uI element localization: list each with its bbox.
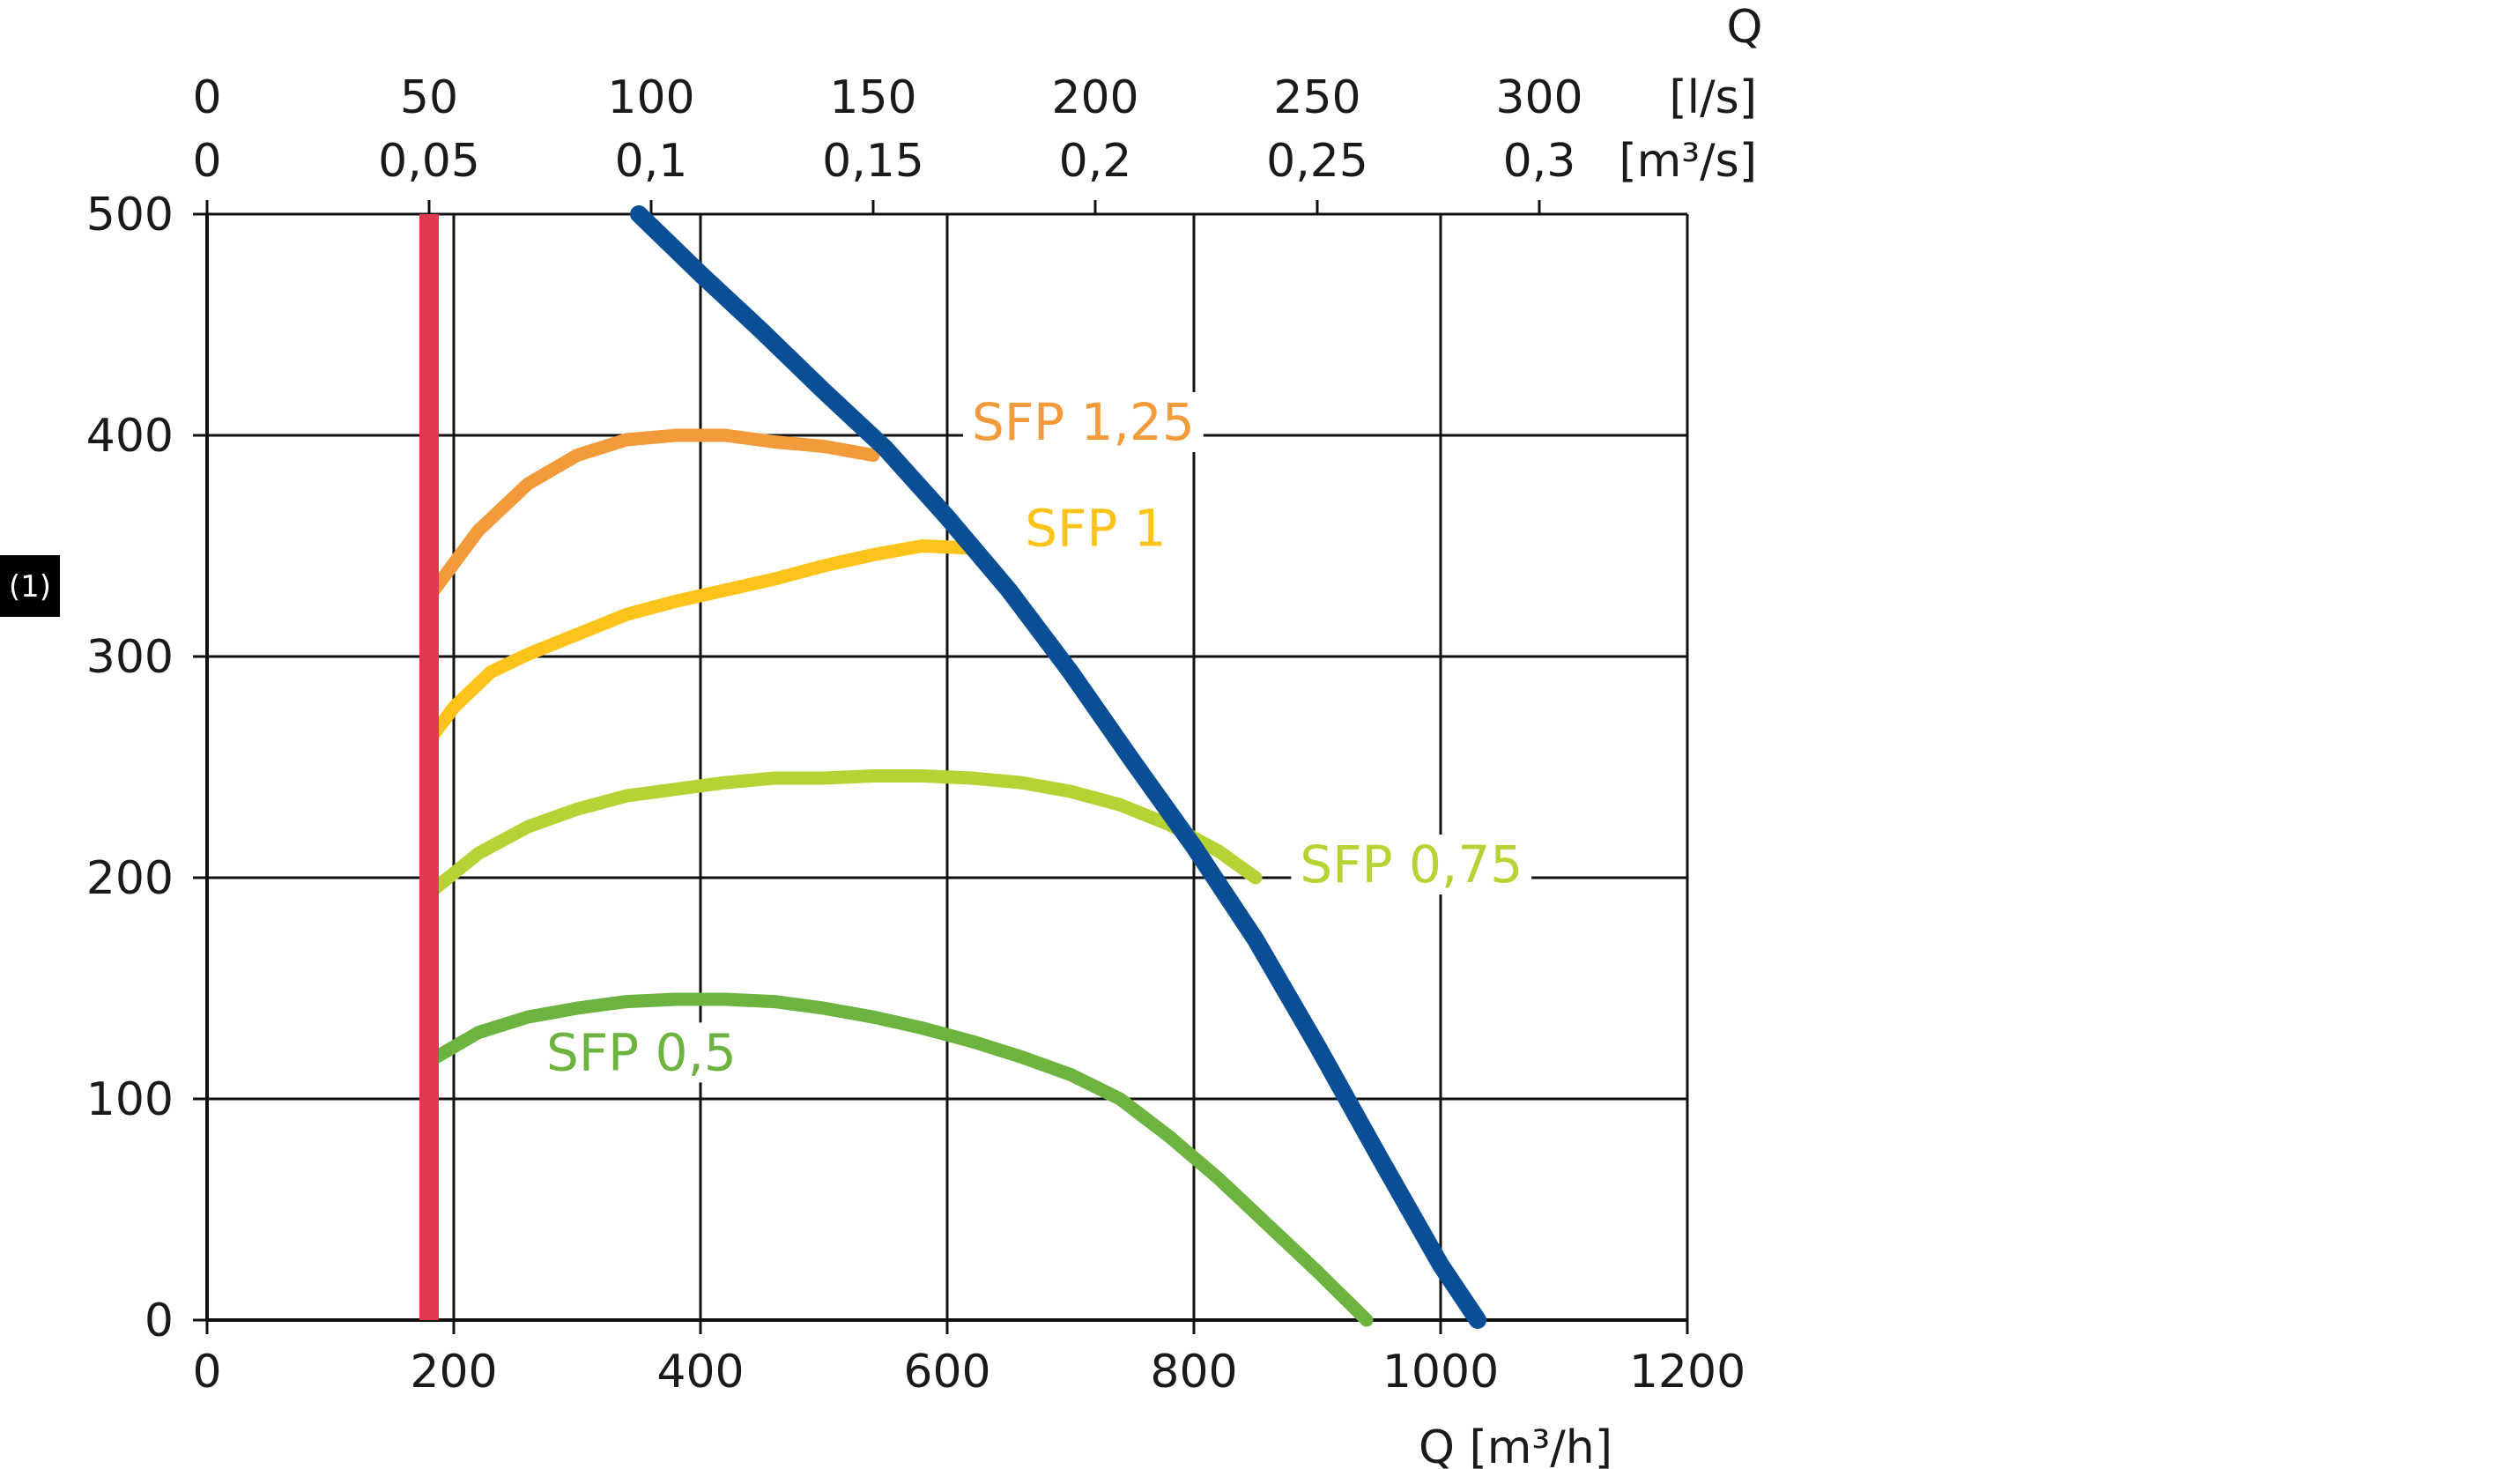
top-tick-label-m3s: 0,2 bbox=[1059, 135, 1132, 188]
series-line-0 bbox=[422, 428, 880, 604]
y-tick-label: 100 bbox=[86, 1073, 174, 1126]
x-tick-label: 200 bbox=[410, 1346, 497, 1399]
top-tick-label-m3s: 0,15 bbox=[822, 135, 924, 188]
series-label: SFP 0,75 bbox=[1300, 835, 1523, 894]
top-tick-label-ls: 100 bbox=[607, 71, 694, 124]
x-tick-label: 800 bbox=[1150, 1346, 1237, 1399]
series-label: SFP 1,25 bbox=[972, 392, 1195, 452]
top-tick-label-ls: 0 bbox=[192, 71, 221, 124]
top-axis-title: Q bbox=[1727, 1, 1763, 54]
curves bbox=[419, 205, 1486, 1329]
top-tick-label-ls: 250 bbox=[1273, 71, 1360, 124]
x-tick-label: 1000 bbox=[1382, 1346, 1499, 1399]
x-axis-title: Q [m³/h] bbox=[1419, 1421, 1612, 1469]
y-tick-label: 200 bbox=[86, 852, 174, 905]
y-tick-label: 300 bbox=[86, 631, 174, 684]
y-tick-label: 0 bbox=[145, 1295, 174, 1347]
y-axis-label-box bbox=[0, 555, 60, 617]
top-tick-label-m3s: 0,1 bbox=[615, 135, 688, 188]
series-line-3 bbox=[422, 992, 1374, 1327]
y-axis-label-badge: (1) bbox=[0, 555, 60, 617]
series-label: SFP 1 bbox=[1025, 499, 1167, 559]
y-axis-label: (1) bbox=[9, 569, 51, 605]
x-tick-label: 600 bbox=[903, 1346, 990, 1399]
labels: 0 200 400 600 800 1000 12000100200300400500005… bbox=[86, 71, 1745, 1399]
series-label-background bbox=[963, 392, 1204, 453]
x-tick-label: 1200 bbox=[1629, 1346, 1745, 1399]
top-tick-label-m3s: 0,3 bbox=[1503, 135, 1576, 188]
top-tick-label-ls: 150 bbox=[829, 71, 916, 124]
top-tick-label-m3s: 0,25 bbox=[1266, 135, 1368, 188]
series-line-1 bbox=[422, 539, 979, 747]
top-tick-label-m3s: 0,05 bbox=[378, 135, 480, 188]
series-label-background bbox=[1291, 835, 1532, 895]
top-tick-label-ls: 50 bbox=[400, 71, 458, 124]
x-tick-label: 400 bbox=[656, 1346, 744, 1399]
top-tick-label-m3s: 0 bbox=[192, 135, 221, 188]
series-label-background bbox=[537, 1022, 745, 1083]
series-line-2 bbox=[422, 769, 1263, 901]
series-label-background bbox=[1016, 498, 1175, 559]
top-axis-ls-label: [l/s] bbox=[1669, 71, 1757, 124]
top-tick-label-ls: 300 bbox=[1495, 71, 1582, 124]
top-tick-label-ls: 200 bbox=[1051, 71, 1138, 124]
grid bbox=[193, 200, 1689, 1334]
y-tick-label: 400 bbox=[86, 410, 174, 463]
series-label: SFP 0,5 bbox=[546, 1022, 737, 1082]
top-axis-m3s-label: [m³/s] bbox=[1619, 135, 1757, 188]
system-curve-line bbox=[630, 205, 1486, 1329]
x-tick-label: 0 bbox=[192, 1346, 221, 1399]
y-tick-label: 500 bbox=[86, 189, 174, 241]
